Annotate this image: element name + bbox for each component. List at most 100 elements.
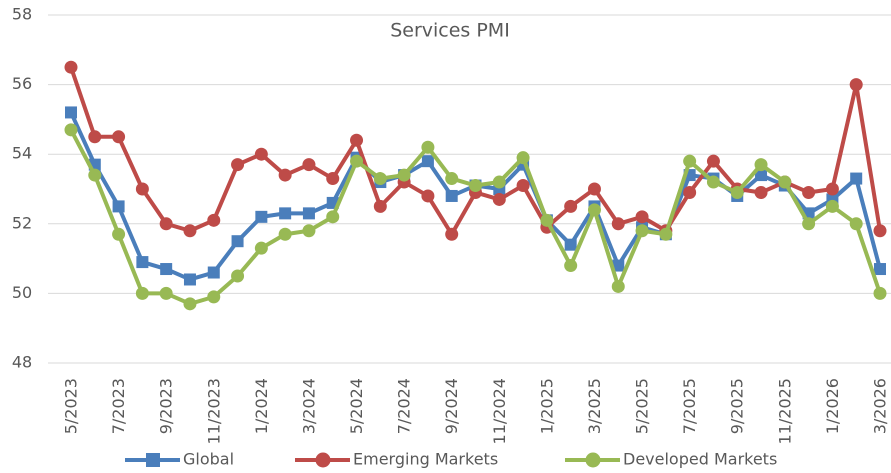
point <box>802 185 816 199</box>
point <box>754 185 768 199</box>
point <box>207 213 221 227</box>
point <box>683 185 697 199</box>
point <box>421 140 435 154</box>
point <box>350 133 364 147</box>
point <box>635 224 649 238</box>
legend-marker <box>146 453 160 467</box>
point <box>278 168 292 182</box>
point <box>112 200 125 213</box>
y-tick-label: 54 <box>12 144 32 163</box>
legend-marker <box>585 452 601 468</box>
point <box>183 297 197 311</box>
point <box>849 78 863 92</box>
point <box>873 224 887 238</box>
point <box>587 182 601 196</box>
point <box>159 217 173 231</box>
point <box>254 241 268 255</box>
point <box>706 175 720 189</box>
point <box>873 286 887 300</box>
x-tick-label: 3/2024 <box>299 378 318 434</box>
point <box>564 238 577 251</box>
x-tick-label: 9/2023 <box>157 378 176 434</box>
point <box>112 227 126 241</box>
series-line <box>69 66 882 237</box>
point <box>445 172 459 186</box>
y-tick-label: 58 <box>12 5 32 24</box>
x-tick-label: 3/2025 <box>585 378 604 434</box>
point <box>136 256 149 269</box>
point <box>850 172 863 185</box>
legend-label: Developed Markets <box>623 450 777 469</box>
point <box>64 60 78 74</box>
point <box>564 199 578 213</box>
x-tick-label: 3/2026 <box>871 378 890 434</box>
point <box>65 106 77 119</box>
point <box>112 130 126 144</box>
legend-item: Emerging Markets <box>295 450 498 469</box>
x-tick-label: 9/2024 <box>442 378 461 434</box>
point <box>445 227 459 241</box>
legend-item: Developed Markets <box>565 450 777 469</box>
x-tick-label: 11/2025 <box>775 378 794 444</box>
x-tick-label: 1/2025 <box>537 378 556 434</box>
point <box>635 210 649 224</box>
point <box>754 158 768 172</box>
x-tick-label: 5/2025 <box>633 378 652 434</box>
point <box>326 210 340 224</box>
point <box>611 217 625 231</box>
point <box>373 199 387 213</box>
point <box>825 182 839 196</box>
point <box>279 207 292 220</box>
point <box>159 286 173 300</box>
x-tick-label: 1/2026 <box>823 378 842 434</box>
point <box>445 189 458 202</box>
point <box>706 154 720 168</box>
point <box>564 259 578 273</box>
point <box>302 224 316 238</box>
point <box>825 199 839 213</box>
point <box>874 263 886 276</box>
point <box>397 168 411 182</box>
x-tick-label: 1/2024 <box>252 378 271 434</box>
point <box>373 172 387 186</box>
point <box>207 290 221 304</box>
y-tick-label: 56 <box>12 74 32 93</box>
point <box>207 266 220 279</box>
point <box>492 192 506 206</box>
point <box>421 189 435 203</box>
point <box>540 213 554 227</box>
point <box>469 179 482 193</box>
point <box>350 154 364 168</box>
point <box>421 155 434 168</box>
point <box>755 169 768 182</box>
point <box>254 147 268 161</box>
chart-title: Services PMI <box>390 20 510 42</box>
x-tick-label: 5/2023 <box>62 378 81 434</box>
legend-label: Emerging Markets <box>353 450 498 469</box>
point <box>278 227 292 241</box>
point <box>659 227 673 241</box>
point <box>88 130 102 144</box>
point <box>730 185 744 199</box>
point <box>611 279 625 293</box>
point <box>516 151 530 165</box>
point <box>231 235 244 248</box>
x-tick-label: 11/2024 <box>490 378 509 444</box>
y-tick-label: 50 <box>12 283 32 302</box>
point <box>255 210 268 223</box>
point <box>160 263 173 276</box>
point <box>88 168 102 182</box>
point <box>231 158 245 172</box>
point <box>587 203 601 217</box>
x-tick-label: 7/2025 <box>680 378 699 434</box>
point <box>802 217 816 231</box>
point <box>516 179 530 193</box>
x-tick-label: 7/2024 <box>395 378 414 434</box>
point <box>302 207 315 220</box>
point <box>612 259 625 272</box>
point <box>492 175 506 189</box>
point <box>64 123 78 137</box>
point <box>231 269 245 283</box>
x-tick-label: 7/2023 <box>109 378 128 434</box>
